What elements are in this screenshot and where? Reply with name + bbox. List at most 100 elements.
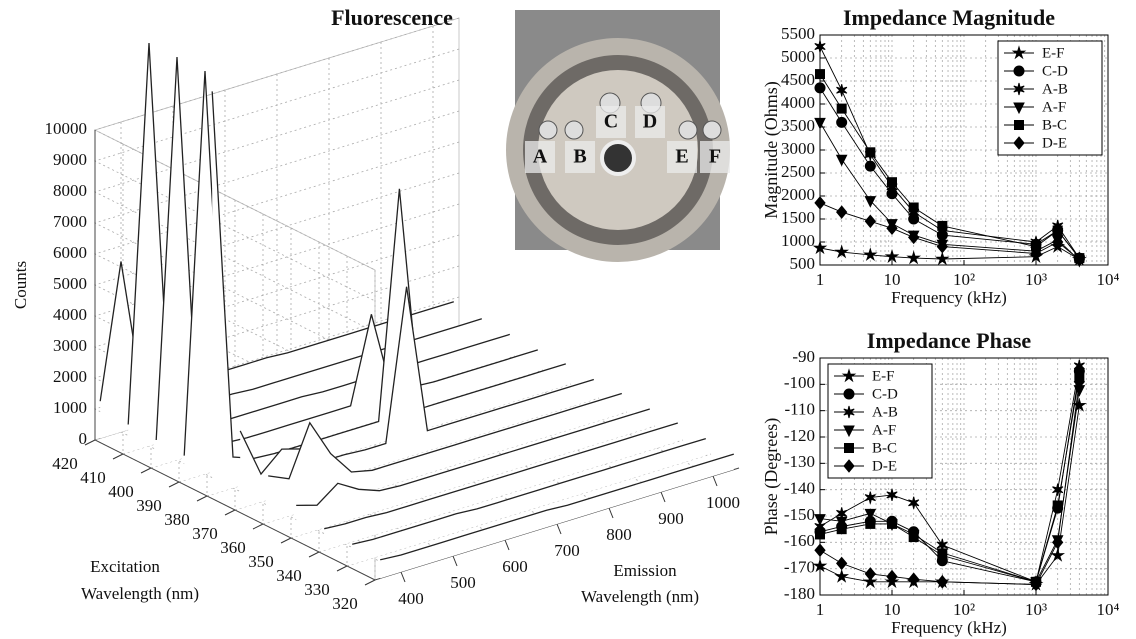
marker: [884, 249, 900, 263]
marker: [836, 205, 848, 219]
marker: [887, 177, 897, 188]
z-tick-label: 8000: [53, 181, 87, 200]
legend-label: D-E: [1042, 135, 1067, 151]
y-tick-label: 390: [136, 496, 162, 515]
x-tick-label: 10³: [1025, 270, 1047, 289]
marker: [865, 518, 876, 529]
x-tick-label: 500: [450, 573, 476, 592]
marker: [936, 239, 948, 254]
x-tick-label: 700: [554, 541, 580, 560]
x-tick: [608, 507, 614, 519]
photo-label: D: [643, 111, 657, 133]
legend-marker: [844, 443, 854, 453]
x-axis-label: Wavelength (nm): [581, 587, 699, 606]
photo-pin: [702, 120, 722, 140]
marker: [814, 514, 826, 526]
legend: E-F C-D A-B A-F B-C D-E: [827, 363, 933, 479]
x-tick-label: 10²: [953, 270, 975, 289]
trace-mask: [380, 454, 734, 579]
legend-label: B-C: [872, 440, 897, 456]
y-tick: [112, 453, 124, 460]
z-tick-label: 0: [79, 429, 88, 448]
trace-mask: [212, 91, 566, 495]
chart-title: Impedance Magnitude: [843, 5, 1055, 30]
y-tick-label: 3000: [781, 139, 815, 158]
y-tick-label: 400: [108, 482, 134, 501]
x-tick: [660, 491, 666, 503]
spectrum-trace: [380, 453, 734, 561]
marker: [865, 147, 876, 158]
marker: [864, 491, 876, 504]
marker: [864, 196, 877, 208]
y-tick-label: -160: [784, 531, 815, 550]
y-tick: [308, 551, 320, 558]
grid-line: [120, 122, 402, 573]
y-tick: [336, 565, 348, 572]
marker: [908, 230, 920, 245]
y-tick-label: 4000: [781, 93, 815, 112]
x-tick-label: 10: [884, 600, 901, 619]
photo-label: B: [573, 146, 586, 168]
marker: [834, 568, 850, 583]
marker: [815, 69, 825, 80]
legend-label: B-C: [1042, 117, 1067, 133]
trace-mask: [324, 423, 678, 551]
marker: [1052, 225, 1063, 236]
legend: E-F C-D A-B A-F B-C D-E: [997, 40, 1103, 156]
marker: [814, 117, 826, 130]
z-tick-label: 2000: [53, 367, 87, 386]
z-tick-label: 6000: [53, 243, 87, 262]
y-tick-label: -150: [784, 505, 815, 524]
marker: [864, 567, 876, 581]
y-tick-label: 2000: [781, 185, 815, 204]
marker: [864, 214, 876, 229]
marker: [834, 244, 849, 259]
y-tick-label: 340: [276, 566, 302, 585]
photo-label-box: [565, 141, 595, 173]
photo-pin: [538, 120, 558, 140]
z-tick-label: 4000: [53, 305, 87, 324]
z-tick-label: 10000: [45, 119, 88, 138]
legend-marker: [843, 459, 855, 473]
x-tick-label: 10: [884, 270, 901, 289]
photo-pin: [564, 120, 584, 140]
photo-label-box: [667, 141, 697, 173]
z-tick-label: 1000: [53, 398, 87, 417]
marker: [864, 160, 876, 172]
y-tick-label: 360: [220, 538, 246, 557]
z-axis-label: Counts: [11, 261, 30, 309]
y-tick-label: 380: [164, 510, 190, 529]
marker: [936, 575, 948, 589]
legend-label: A-B: [1042, 81, 1068, 97]
y-tick-label: -130: [784, 452, 815, 471]
z-tick-label: 3000: [53, 336, 87, 355]
y-tick: [140, 467, 152, 474]
spectrum-trace: [211, 91, 566, 460]
x-tick-label: 10³: [1025, 600, 1047, 619]
marker: [815, 529, 825, 540]
x-axis-label: Emission: [613, 561, 677, 580]
y-tick-label: 500: [790, 254, 816, 273]
marker: [1030, 246, 1042, 261]
marker: [864, 508, 877, 521]
y-axis-label: Excitation: [90, 557, 160, 576]
marker: [836, 524, 847, 535]
marker: [937, 550, 948, 561]
marker: [908, 532, 919, 543]
marker: [835, 516, 848, 529]
marker: [836, 556, 848, 571]
marker: [1052, 235, 1064, 249]
x-tick: [452, 555, 458, 567]
x-tick-label: 10²: [953, 600, 975, 619]
x-tick-label: 1000: [706, 493, 740, 512]
marker: [1052, 483, 1064, 496]
legend-marker: [1013, 65, 1025, 77]
marker: [836, 116, 848, 128]
trace-mask: [184, 71, 538, 481]
marker: [886, 221, 898, 235]
marker: [814, 40, 826, 53]
z-tick-label: 5000: [53, 274, 87, 293]
x-tick-label: 900: [658, 509, 684, 528]
marker: [835, 154, 848, 167]
